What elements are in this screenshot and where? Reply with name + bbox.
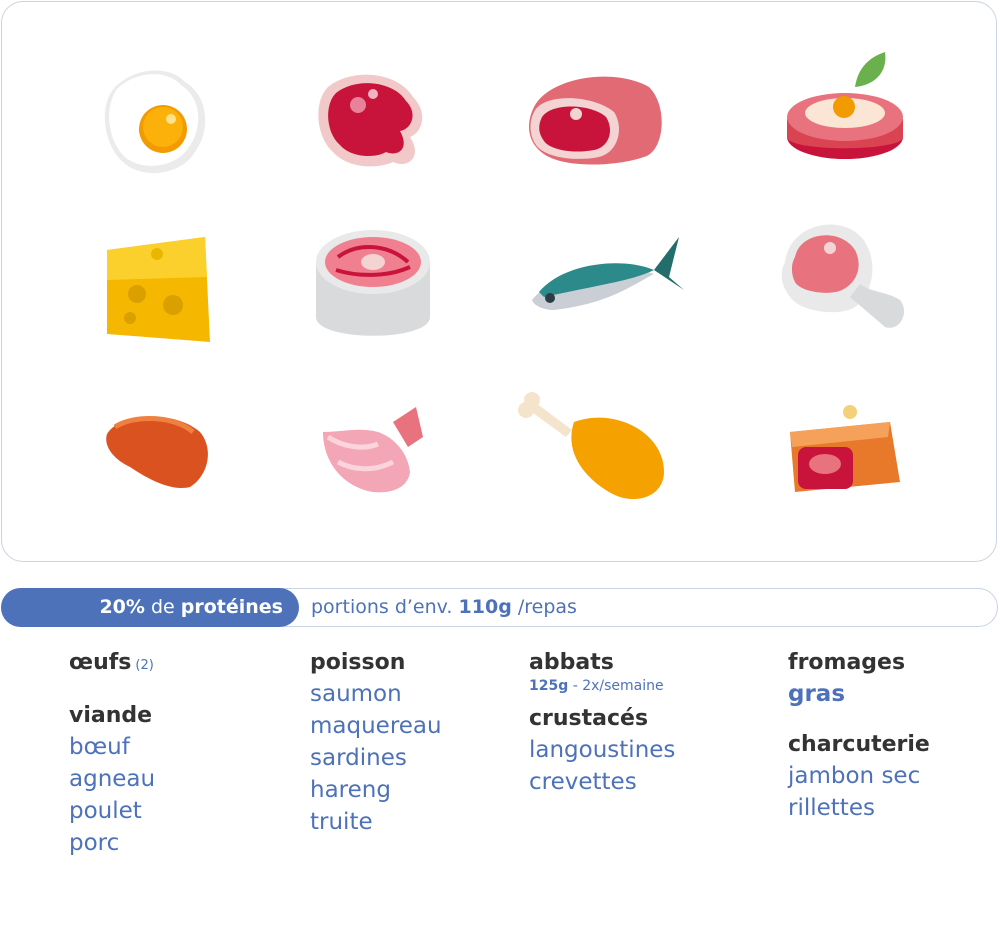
list-item: agneau <box>69 766 156 792</box>
portion-text: portions d’env. 110g /repas <box>311 588 577 627</box>
heading-charcuterie: charcuterie <box>788 732 930 757</box>
heading-viande: viande <box>69 703 153 728</box>
list-item: poulet <box>69 798 142 824</box>
list-item: jambon sec <box>788 763 921 789</box>
list-item: porc <box>69 830 120 856</box>
proteins-label: protéines <box>180 596 283 618</box>
shrimp-icon <box>298 392 448 532</box>
liver-icon <box>85 392 235 532</box>
list-item: bœuf <box>69 734 130 760</box>
steak-egg-icon <box>770 47 920 187</box>
heading-crustaces: crustacés <box>529 706 649 731</box>
portion-weight: 110g <box>458 596 512 618</box>
ham-bone-icon <box>770 212 920 352</box>
heading-fromages: fromages <box>788 650 906 675</box>
list-item: sardines <box>310 745 407 771</box>
list-item: saumon <box>310 681 402 707</box>
portion-prefix: portions d’env. <box>311 596 453 618</box>
list-item: truite <box>310 809 373 835</box>
salmon-steak-icon <box>298 222 448 362</box>
abbats-frequency: - 2x/semaine <box>572 678 664 694</box>
chicken-leg-icon <box>514 382 664 522</box>
steak-icon <box>298 57 448 197</box>
protein-percentage-pill: 20% de protéines <box>1 588 299 627</box>
heading-oeufs: œufs (2) <box>69 648 155 681</box>
heading-abbats: abbats <box>529 650 614 675</box>
food-illustration-panel <box>1 1 997 562</box>
abbats-amount: 125g <box>529 678 569 694</box>
abbats-detail: 125g - 2x/semaine <box>529 678 675 694</box>
column-abbats-crustaces: abbats 125g - 2x/semaine crustacés lango… <box>529 648 675 798</box>
cheese-icon <box>85 222 235 362</box>
list-item: langoustines <box>529 737 676 763</box>
fried-egg-icon <box>85 57 235 197</box>
oeufs-badge: (2) <box>135 658 154 673</box>
portion-suffix: /repas <box>517 596 577 618</box>
column-fromages-charcuterie: fromages gras charcuterie jambon sec ril… <box>788 648 930 824</box>
fish-icon <box>514 222 684 362</box>
column-poisson: poisson saumon maquereau sardines hareng… <box>310 648 442 838</box>
percent-de: de <box>150 596 175 618</box>
list-item: maquereau <box>310 713 442 739</box>
ham-icon <box>514 57 664 197</box>
oeufs-label: œufs <box>69 650 132 675</box>
list-item: crevettes <box>529 769 637 795</box>
list-item: rillettes <box>788 795 875 821</box>
percent-value: 20% <box>99 596 145 618</box>
pate-icon <box>770 392 920 532</box>
heading-poisson: poisson <box>310 650 406 675</box>
list-item: hareng <box>310 777 391 803</box>
fromages-gras: gras <box>788 681 846 707</box>
column-oeufs-viande: œufs (2) viande bœuf agneau poulet porc <box>69 648 155 859</box>
